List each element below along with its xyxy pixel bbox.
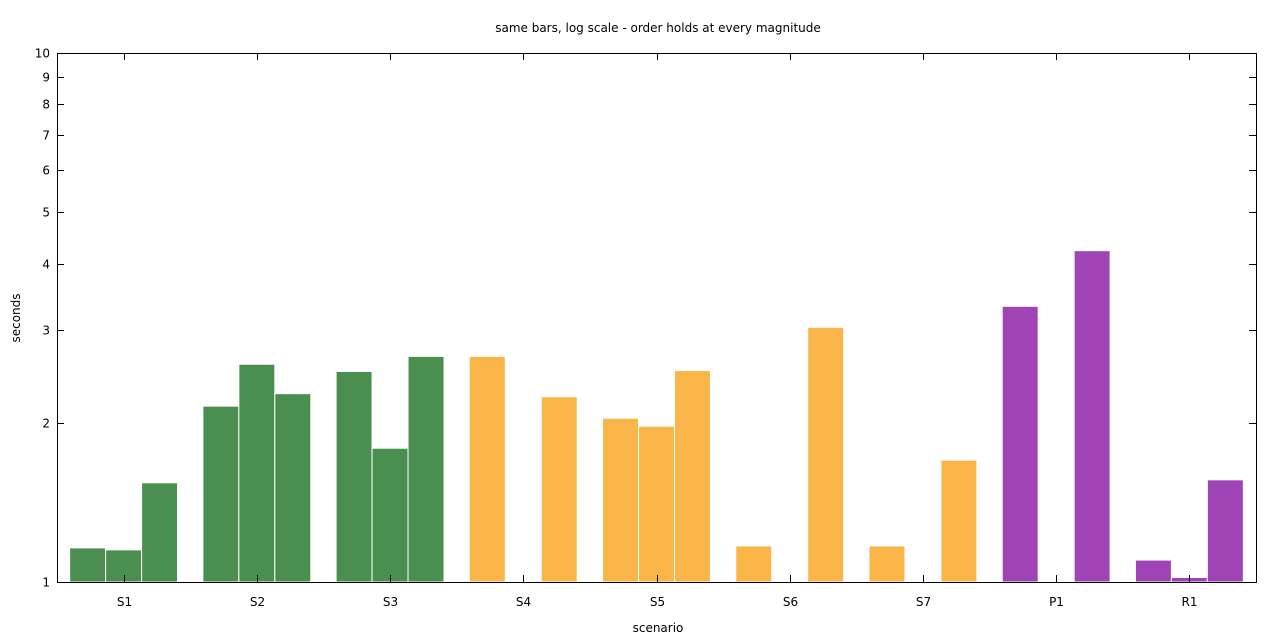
bar-s4-1 [468,355,506,583]
y-tick-label: 1 [42,576,50,590]
bar-p1-3 [1073,250,1111,583]
bars-layer [69,250,1244,583]
y-axis: 1 2 3 4 5 6 7 8 9 10 [35,47,1256,590]
bar-s7-3 [940,459,978,583]
bar-s4-3 [540,396,578,583]
bar-s1-3 [141,482,179,583]
bar-s3-1 [335,370,373,583]
x-tick-label: S1 [117,595,132,609]
bar-s3-3 [407,355,445,583]
x-tick-label: S2 [250,595,265,609]
bar-s2-2 [238,363,276,583]
x-tick-label: S7 [916,595,931,609]
y-tick-label: 7 [42,129,50,143]
y-tick-label: 2 [42,417,50,431]
bar-p1-1 [1001,305,1039,583]
bar-s5-1 [602,417,640,583]
chart-title: same bars, log scale - order holds at ev… [495,21,821,35]
y-tick-label: 6 [42,164,50,178]
x-tick-label: S3 [383,595,398,609]
y-tick-label: 8 [42,98,50,112]
y-tick-label: 10 [35,47,50,61]
x-tick-label: R1 [1182,595,1198,609]
y-tick-label: 9 [42,71,50,85]
y-tick-label: 5 [42,206,50,220]
bar-s2-1 [202,405,240,583]
bar-s5-2 [638,425,675,583]
bar-s3-2 [371,447,409,583]
x-tick-label: S5 [650,595,665,609]
bar-s1-2 [105,549,143,583]
x-axis-title: scenario [633,621,684,635]
bar-s5-3 [673,370,711,583]
bar-s7-1 [868,545,906,583]
bar-r1-1 [1134,559,1172,583]
x-tick-label: P1 [1049,595,1064,609]
y-tick-label: 4 [42,258,50,272]
x-tick-label: S6 [783,595,798,609]
bar-s6-3 [807,326,845,583]
x-axis: S1 S2 S3 S4 S5 S6 S7 P1 R1 [117,53,1198,609]
bar-r1-3 [1206,479,1244,583]
y-tick-label: 3 [42,324,50,338]
bar-s1-1 [69,547,107,583]
bar-s2-3 [274,393,312,583]
bar-s6-1 [735,545,773,583]
y-axis-title: seconds [9,293,23,342]
x-tick-label: S4 [516,595,531,609]
